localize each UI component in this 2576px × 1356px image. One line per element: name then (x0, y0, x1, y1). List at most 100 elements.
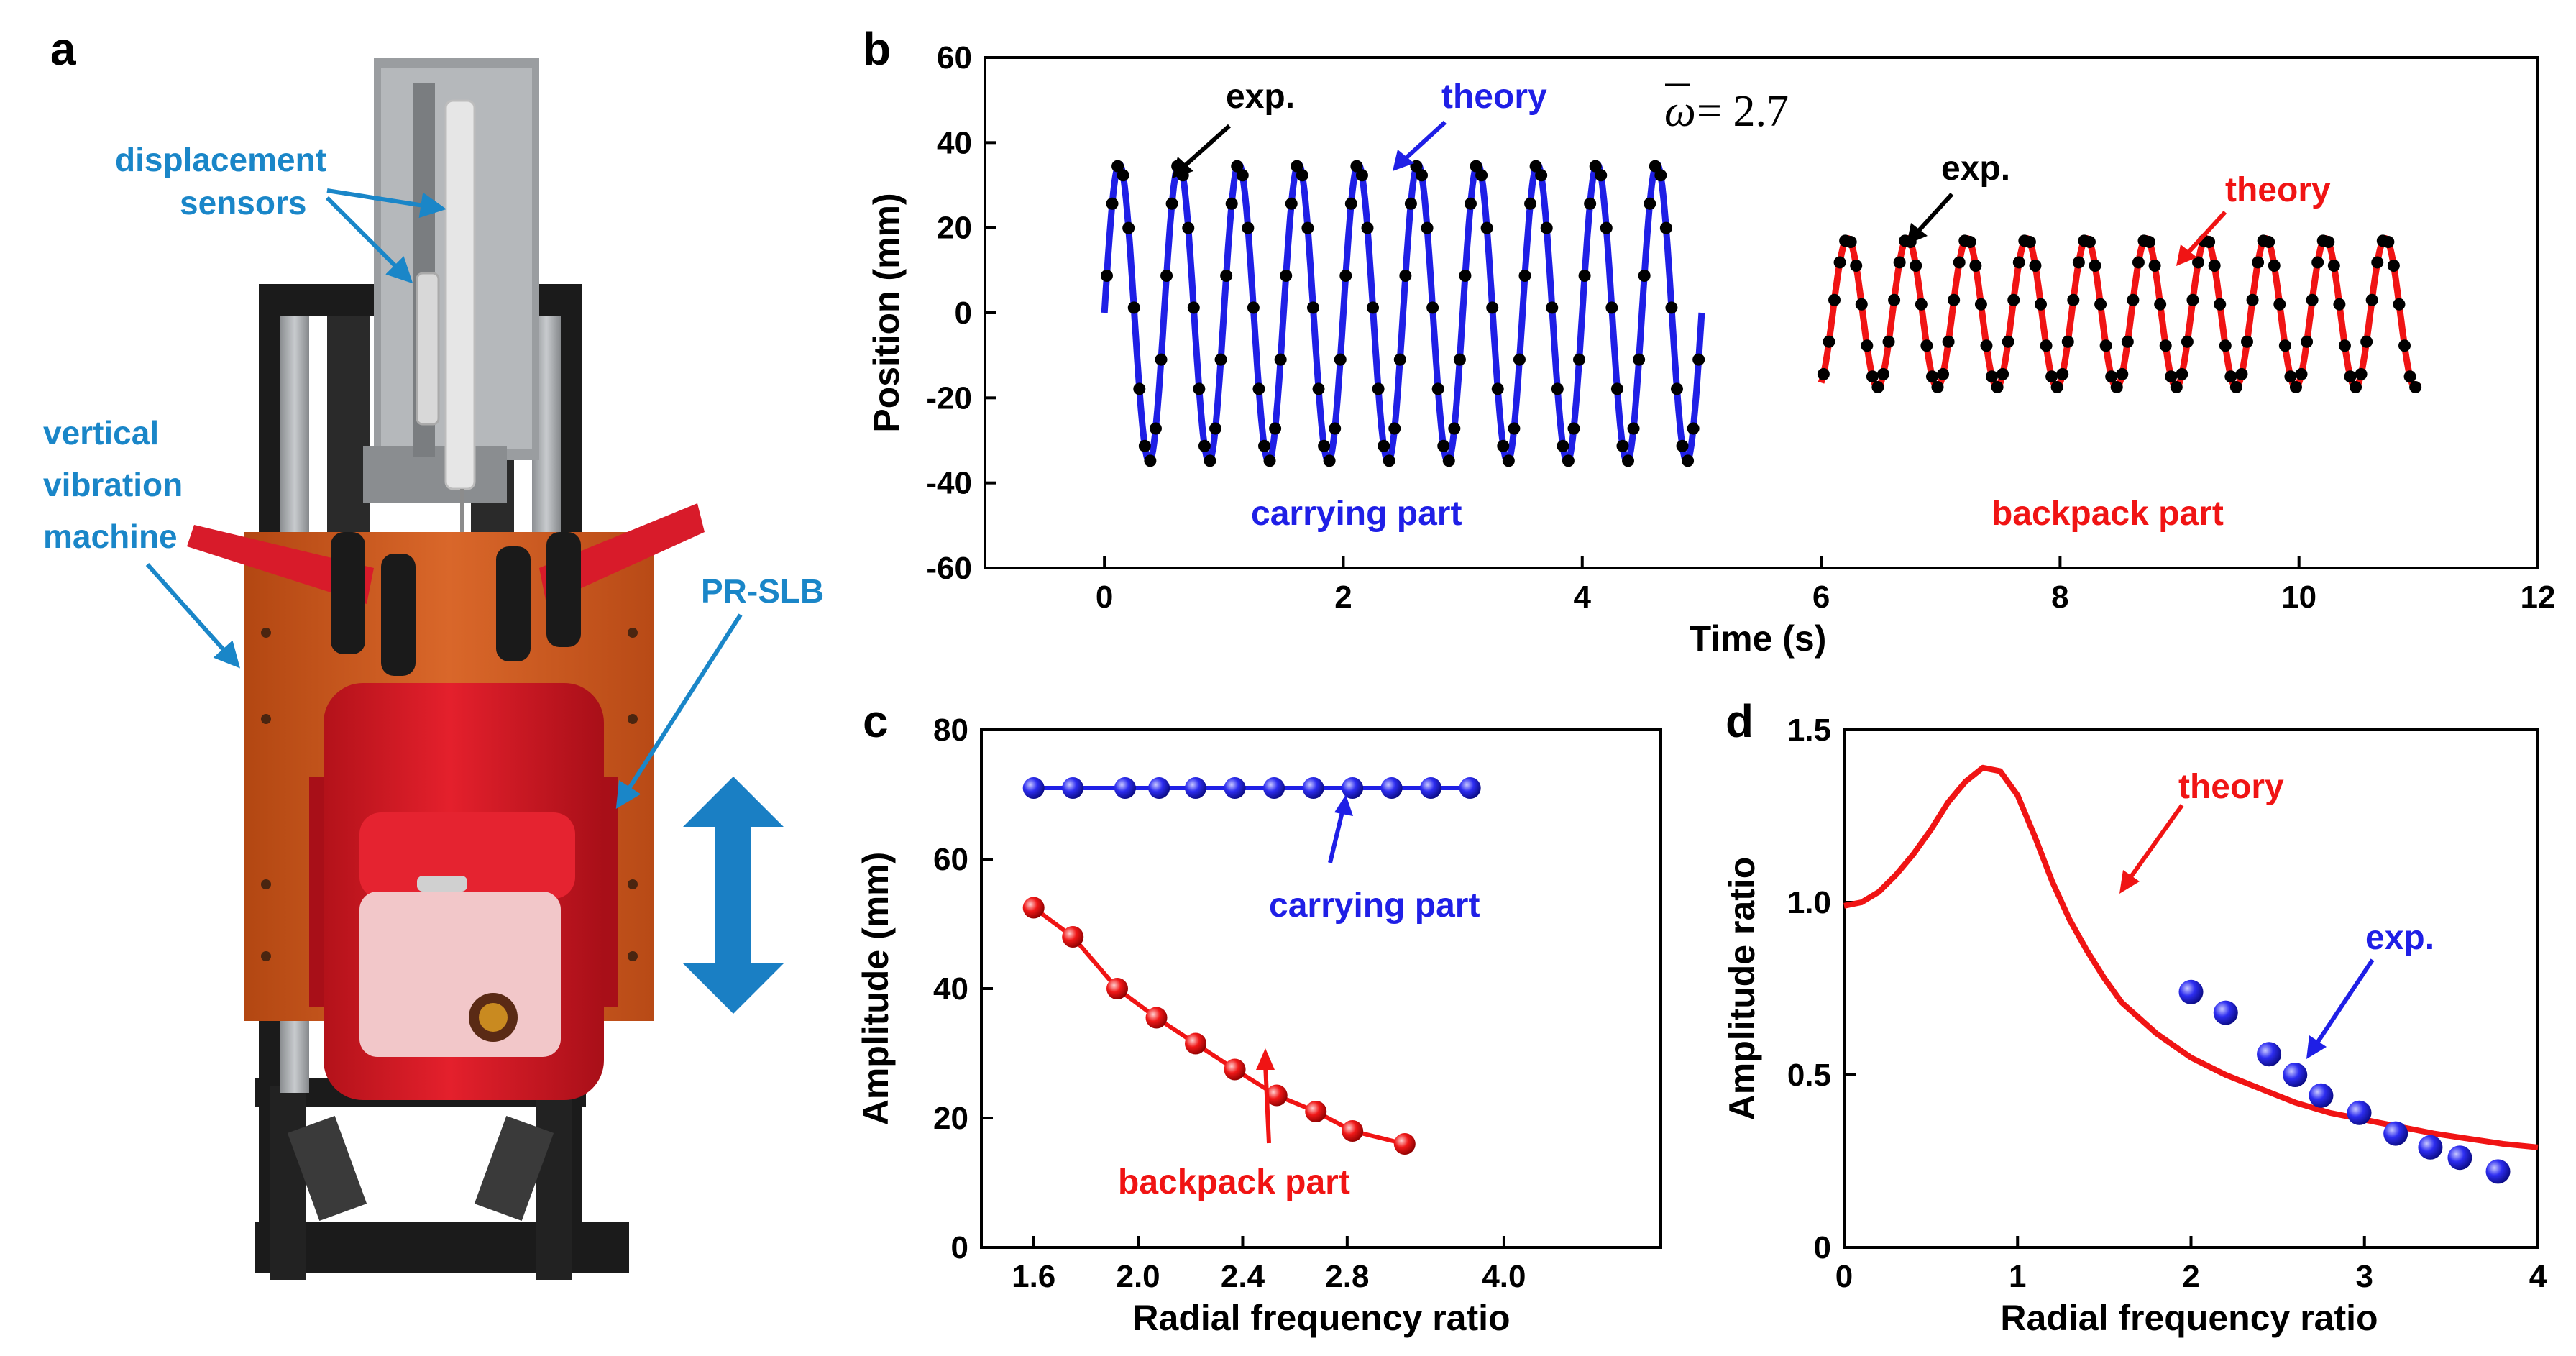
b-exp-point (2289, 380, 2302, 393)
d-xtick-label: 1 (2009, 1259, 2026, 1294)
b-exp-point (1844, 236, 1857, 249)
shoulder-straps (187, 503, 705, 676)
b-exp-point (1682, 454, 1695, 467)
b-exp-point (1334, 353, 1347, 366)
b-exp-point (2116, 367, 2129, 380)
c-line-backpack (1032, 906, 1406, 1146)
b-exp-point (1220, 270, 1233, 283)
c-point-backpack (1342, 1120, 1364, 1142)
label-vibration: vibration (43, 466, 183, 503)
d-exp-point (2178, 979, 2204, 1004)
b-exp-point (1622, 454, 1635, 467)
b-xtick-label: 4 (1574, 579, 1592, 615)
b-exp-point (1638, 270, 1651, 283)
b-exp-point (1193, 382, 1206, 395)
panel-c-xlabel: Radial frequency ratio (1132, 1298, 1510, 1338)
b-exp-point (1654, 169, 1667, 182)
b-exp-point (2208, 260, 2221, 272)
b-exp-point (1122, 221, 1135, 234)
b-exp-point (1437, 439, 1450, 452)
b-exp-point (2110, 380, 2123, 393)
d-exp-point (2485, 1159, 2511, 1184)
b-theory-line-backpack (1818, 235, 2421, 390)
b-exp-point (2029, 260, 2042, 272)
b-exp-point (1453, 353, 1466, 366)
b-exp-point (1242, 221, 1255, 234)
panel-label-a: a (50, 23, 76, 75)
b-exp-point (2159, 339, 2172, 352)
b-exp-point (2143, 236, 2156, 249)
d-exp-point (2347, 1100, 2372, 1125)
c-point-carrying (1263, 777, 1285, 799)
b-exp-point (1670, 382, 1683, 395)
b-exp-point (1257, 439, 1270, 452)
d-xtick-label: 3 (2356, 1259, 2373, 1294)
c-point-backpack (1062, 926, 1084, 948)
b-exp-point (1644, 197, 1656, 210)
b-exp-point (2355, 367, 2368, 380)
b-exp-point (1676, 439, 1689, 452)
b-theory-right-arrowhead (2176, 244, 2197, 266)
b-carrying-label: carrying part (1251, 495, 1462, 533)
c-xtick-label: 2.8 (1325, 1259, 1369, 1294)
b-exp-point (2050, 380, 2063, 393)
d-exp-point (2418, 1135, 2443, 1160)
c-backpack-arrow (1263, 1063, 1271, 1144)
b-ytick-label: -60 (926, 551, 972, 586)
d-exp-point (2257, 1042, 2282, 1067)
b-exp-point (1578, 270, 1591, 283)
b-ytick-label: 20 (937, 211, 972, 246)
b-exp-point (1649, 160, 1661, 173)
b-exp-point (1426, 301, 1439, 314)
b-exp-point (1372, 382, 1385, 395)
b-exp-point (1214, 353, 1227, 366)
b-exp-point (2121, 335, 2134, 348)
omega-label: ω = 2.7 (1664, 83, 1789, 136)
b-exp-point (2278, 339, 2291, 352)
b-exp-left-label: exp. (1226, 78, 1295, 116)
b-exp-point (1991, 380, 2004, 393)
b-exp-point (2083, 236, 2096, 249)
b-exp-point (1659, 221, 1672, 234)
b-exp-point (2322, 236, 2335, 249)
b-exp-point (1182, 221, 1195, 234)
b-theory-left-arrow (1400, 120, 1447, 164)
d-xtick-label: 2 (2182, 1259, 2199, 1294)
b-exp-point (1866, 370, 1879, 383)
b-exp-point (1323, 454, 1336, 467)
b-exp-point (1616, 439, 1629, 452)
c-carrying-label: carrying part (1269, 887, 1480, 925)
b-exp-point (1301, 221, 1314, 234)
b-exp-point (1296, 169, 1308, 182)
d-exp-point (2283, 1063, 2308, 1087)
b-exp-point (2387, 260, 2400, 272)
b-exp-point (1306, 301, 1319, 314)
d-theory-label: theory (2178, 768, 2284, 806)
b-exp-point (1127, 301, 1140, 314)
b-exp-point (1470, 160, 1482, 173)
b-exp-point (1312, 382, 1325, 395)
b-exp-point (2301, 335, 2314, 348)
b-exp-point (1915, 298, 1928, 311)
b-theory-left-label: theory (1441, 78, 1547, 116)
c-point-carrying (1420, 777, 1442, 799)
c-point-carrying (1380, 777, 1403, 799)
b-exp-point (1633, 353, 1646, 366)
b-exp-point (2344, 370, 2357, 383)
panel-c-series (1022, 777, 1481, 1155)
b-exp-point (2306, 293, 2319, 306)
b-exp-point (1393, 353, 1406, 366)
b-exp-point (1573, 353, 1586, 366)
d-ytick-label: 1.0 (1787, 885, 1831, 920)
b-exp-point (1882, 335, 1895, 348)
sensors-arrow-1 (326, 188, 446, 219)
b-exp-left-arrowhead (1172, 157, 1193, 178)
b-exp-point (1252, 382, 1265, 395)
b-exp-point (2002, 335, 2014, 348)
b-xtick-label: 0 (1096, 579, 1113, 615)
b-exp-point (1339, 270, 1352, 283)
c-point-backpack (1224, 1058, 1246, 1081)
c-ytick-label: 80 (933, 713, 968, 748)
b-exp-point (2192, 256, 2205, 269)
